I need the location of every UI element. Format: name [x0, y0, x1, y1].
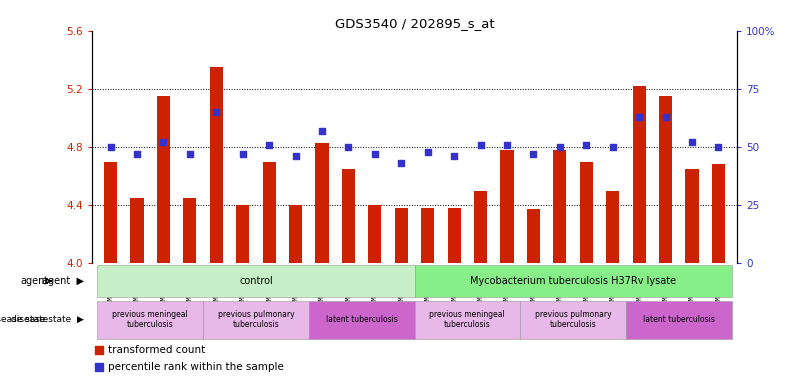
Point	[131, 151, 143, 157]
Bar	[104, 162, 117, 384]
Point	[606, 144, 619, 150]
Bar	[309, 301, 415, 339]
Point	[553, 144, 566, 150]
Text: agent  ▶: agent ▶	[42, 276, 84, 286]
Point	[448, 153, 461, 159]
Bar	[342, 169, 355, 384]
Point	[368, 151, 381, 157]
Point	[342, 144, 355, 150]
Bar	[606, 190, 619, 384]
Text: percentile rank within the sample: percentile rank within the sample	[108, 362, 284, 372]
Bar	[415, 265, 731, 297]
Point	[467, 275, 480, 281]
Point	[712, 144, 725, 150]
Text: previous meningeal
tuberculosis: previous meningeal tuberculosis	[112, 310, 188, 329]
Point	[263, 142, 276, 148]
Bar	[712, 164, 725, 384]
Point	[157, 139, 170, 146]
Point	[659, 114, 672, 120]
Point	[289, 153, 302, 159]
Bar	[415, 301, 520, 339]
Bar	[553, 150, 566, 384]
Point	[183, 151, 196, 157]
Bar	[580, 162, 593, 384]
Text: disease state  ▶: disease state ▶	[11, 315, 84, 324]
Text: disease state: disease state	[0, 315, 48, 324]
Point	[474, 142, 487, 148]
Point	[467, 113, 480, 119]
Bar	[289, 205, 302, 384]
Point	[527, 151, 540, 157]
Bar	[633, 86, 646, 384]
Text: latent tuberculosis: latent tuberculosis	[326, 315, 397, 324]
Point	[104, 144, 117, 150]
Text: previous pulmonary
tuberculosis: previous pulmonary tuberculosis	[535, 310, 611, 329]
Bar	[203, 301, 309, 339]
Bar	[368, 205, 381, 384]
Bar	[183, 198, 196, 384]
Point	[316, 127, 328, 134]
Point	[501, 142, 513, 148]
Bar	[98, 265, 415, 297]
Point	[236, 151, 249, 157]
Bar	[527, 210, 540, 384]
Point	[633, 114, 646, 120]
Text: control: control	[239, 276, 273, 286]
Bar	[236, 205, 249, 384]
Title: GDS3540 / 202895_s_at: GDS3540 / 202895_s_at	[335, 17, 494, 30]
Bar	[686, 169, 698, 384]
Bar	[263, 162, 276, 384]
Bar	[626, 301, 731, 339]
Text: agent: agent	[20, 276, 48, 286]
Bar	[659, 96, 672, 384]
Point	[421, 149, 434, 155]
Bar	[316, 142, 328, 384]
Bar	[131, 198, 143, 384]
Bar	[98, 301, 203, 339]
Bar	[157, 96, 170, 384]
Bar	[421, 208, 434, 384]
Text: previous meningeal
tuberculosis: previous meningeal tuberculosis	[429, 310, 505, 329]
Text: previous pulmonary
tuberculosis: previous pulmonary tuberculosis	[218, 310, 294, 329]
Bar	[501, 150, 513, 384]
Bar	[520, 301, 626, 339]
Point	[686, 139, 698, 146]
Point	[580, 142, 593, 148]
Bar	[395, 208, 408, 384]
Text: transformed count: transformed count	[108, 345, 206, 355]
Point	[210, 109, 223, 115]
Bar	[448, 208, 461, 384]
Bar	[474, 190, 487, 384]
Point	[395, 160, 408, 166]
Bar	[210, 67, 223, 384]
Text: Mycobacterium tuberculosis H37Rv lysate: Mycobacterium tuberculosis H37Rv lysate	[470, 276, 676, 286]
Text: latent tuberculosis: latent tuberculosis	[643, 315, 714, 324]
